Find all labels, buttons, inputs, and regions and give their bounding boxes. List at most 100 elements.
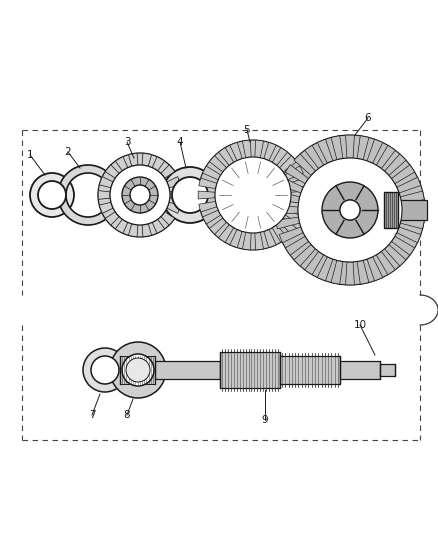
Circle shape — [340, 200, 360, 220]
Polygon shape — [230, 142, 242, 160]
Polygon shape — [161, 165, 175, 178]
Text: 1: 1 — [27, 150, 33, 160]
Polygon shape — [161, 212, 175, 225]
Polygon shape — [285, 166, 304, 180]
Polygon shape — [289, 178, 307, 189]
Polygon shape — [142, 153, 152, 166]
Bar — [376, 198, 392, 222]
Polygon shape — [167, 176, 181, 188]
Polygon shape — [128, 153, 138, 166]
Text: 8: 8 — [124, 410, 131, 420]
Polygon shape — [346, 262, 354, 285]
Polygon shape — [279, 227, 303, 243]
Polygon shape — [317, 257, 333, 281]
Polygon shape — [331, 136, 343, 160]
Circle shape — [223, 165, 283, 225]
Polygon shape — [285, 165, 308, 184]
Polygon shape — [167, 202, 181, 213]
Polygon shape — [400, 191, 424, 203]
Polygon shape — [142, 224, 152, 237]
Polygon shape — [392, 236, 415, 255]
Polygon shape — [255, 140, 264, 158]
Polygon shape — [285, 210, 304, 224]
Circle shape — [298, 158, 402, 262]
Polygon shape — [199, 201, 217, 212]
Circle shape — [30, 173, 74, 217]
Polygon shape — [357, 260, 369, 284]
Circle shape — [231, 173, 275, 217]
Circle shape — [162, 167, 218, 223]
Polygon shape — [105, 212, 119, 225]
Polygon shape — [367, 139, 383, 163]
Circle shape — [126, 358, 150, 382]
Polygon shape — [99, 202, 113, 213]
Polygon shape — [115, 157, 128, 171]
Polygon shape — [291, 191, 308, 199]
Text: 10: 10 — [353, 320, 367, 330]
Polygon shape — [203, 166, 221, 180]
Polygon shape — [243, 232, 251, 250]
Polygon shape — [279, 218, 297, 235]
Polygon shape — [230, 230, 242, 248]
Polygon shape — [331, 260, 343, 284]
Text: 4: 4 — [177, 137, 184, 147]
Text: 7: 7 — [88, 410, 95, 420]
Bar — [384, 192, 398, 228]
Text: 3: 3 — [124, 137, 131, 147]
Circle shape — [110, 165, 170, 225]
Polygon shape — [385, 245, 406, 266]
Polygon shape — [376, 146, 395, 168]
Polygon shape — [209, 218, 226, 235]
Bar — [120, 356, 155, 384]
Circle shape — [215, 157, 291, 233]
Polygon shape — [279, 177, 303, 193]
Polygon shape — [294, 154, 315, 175]
Polygon shape — [115, 219, 128, 233]
Polygon shape — [400, 217, 424, 229]
Circle shape — [38, 181, 66, 209]
Polygon shape — [272, 224, 287, 243]
Polygon shape — [58, 165, 117, 225]
Bar — [220, 352, 280, 388]
Polygon shape — [152, 157, 165, 171]
Circle shape — [122, 354, 154, 386]
Polygon shape — [397, 177, 421, 193]
Polygon shape — [99, 176, 113, 188]
Bar — [340, 361, 380, 379]
Text: 5: 5 — [244, 125, 250, 135]
Text: 9: 9 — [261, 415, 268, 425]
Polygon shape — [170, 191, 182, 199]
Polygon shape — [219, 148, 234, 165]
Polygon shape — [203, 210, 221, 224]
Polygon shape — [198, 191, 215, 199]
Polygon shape — [367, 257, 383, 281]
Circle shape — [340, 200, 360, 220]
Polygon shape — [272, 148, 287, 165]
Bar — [280, 356, 340, 384]
Circle shape — [130, 185, 150, 205]
Text: 6: 6 — [365, 113, 371, 123]
Polygon shape — [199, 178, 217, 189]
Polygon shape — [279, 156, 297, 172]
Polygon shape — [289, 201, 307, 212]
Polygon shape — [305, 252, 324, 274]
Circle shape — [98, 153, 182, 237]
Polygon shape — [255, 232, 264, 250]
Polygon shape — [209, 156, 226, 172]
Circle shape — [322, 182, 378, 238]
Circle shape — [110, 342, 166, 398]
Polygon shape — [376, 252, 395, 274]
Polygon shape — [243, 140, 251, 158]
Polygon shape — [128, 224, 138, 237]
Polygon shape — [276, 217, 300, 229]
Circle shape — [122, 177, 158, 213]
Polygon shape — [305, 146, 324, 168]
Polygon shape — [276, 191, 300, 203]
Polygon shape — [152, 219, 165, 233]
Circle shape — [198, 140, 308, 250]
Polygon shape — [317, 139, 333, 163]
Polygon shape — [392, 165, 415, 184]
Polygon shape — [105, 165, 119, 178]
Polygon shape — [275, 206, 298, 214]
Polygon shape — [264, 142, 276, 160]
